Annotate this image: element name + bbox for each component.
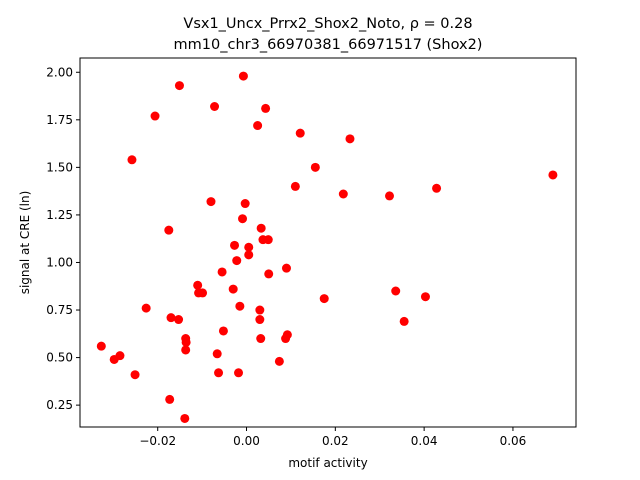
x-axis-label: motif activity: [288, 456, 367, 470]
y-tick-label: 1.50: [46, 160, 73, 174]
data-point: [232, 256, 242, 266]
data-point: [165, 394, 175, 404]
data-point: [548, 170, 558, 180]
data-point: [385, 191, 395, 201]
data-point: [244, 250, 254, 260]
data-point: [181, 337, 191, 347]
data-point: [193, 280, 203, 290]
data-point: [164, 225, 174, 235]
data-point: [420, 292, 430, 302]
data-point: [217, 267, 227, 277]
data-point: [238, 214, 248, 224]
data-point: [256, 334, 266, 344]
data-point: [264, 269, 274, 279]
data-point: [274, 356, 284, 366]
data-point: [240, 199, 250, 209]
chart-title-line2: mm10_chr3_66970381_66971517 (Shox2): [174, 37, 483, 53]
data-point: [130, 370, 140, 380]
y-tick-label: 1.25: [46, 208, 73, 222]
data-point: [432, 183, 442, 193]
x-tick-label: 0.04: [411, 434, 438, 448]
y-tick-label: 2.00: [46, 65, 73, 79]
data-point: [391, 286, 401, 296]
data-point: [281, 334, 291, 344]
data-point: [281, 263, 291, 273]
axes-frame: [79, 57, 577, 428]
y-tick-label: 1.75: [46, 113, 73, 127]
x-tick-label: 0.06: [500, 434, 527, 448]
data-point: [141, 303, 151, 313]
data-point: [319, 294, 329, 304]
data-point: [214, 368, 224, 378]
data-point: [174, 315, 184, 325]
data-point: [255, 305, 265, 315]
plot-area: [96, 71, 558, 423]
y-tick-label: 0.50: [46, 351, 73, 365]
data-point: [235, 301, 245, 311]
data-point: [261, 103, 271, 113]
x-tick-label: −0.02: [139, 434, 176, 448]
y-axis-label: signal at CRE (ln): [18, 191, 32, 295]
data-point: [150, 111, 160, 121]
data-point: [210, 102, 220, 112]
data-point: [166, 313, 176, 323]
data-point: [127, 155, 137, 165]
y-tick-label: 0.75: [46, 303, 73, 317]
x-axis-ticks: −0.02 0.00 0.02 0.04 0.06: [139, 427, 526, 448]
data-point: [238, 71, 248, 81]
data-point: [230, 240, 240, 250]
y-tick-label: 0.25: [46, 398, 73, 412]
data-point: [109, 354, 119, 364]
data-point: [228, 284, 238, 294]
data-point: [310, 162, 320, 172]
data-point: [295, 128, 305, 138]
data-point: [174, 81, 184, 91]
data-point: [253, 121, 263, 131]
chart-title-line1: Vsx1_Uncx_Prrx2_Shox2_Noto, ρ = 0.28: [183, 16, 472, 32]
y-tick-label: 1.00: [46, 255, 73, 269]
data-point: [96, 341, 106, 351]
data-point: [212, 349, 222, 359]
data-point: [263, 235, 273, 245]
y-axis-ticks: 0.25 0.50 0.75 1.00 1.25 1.50 1.75 2.00: [46, 65, 80, 412]
data-point: [180, 413, 190, 423]
data-point: [256, 223, 266, 233]
data-point: [290, 181, 300, 191]
x-tick-label: 0.02: [322, 434, 349, 448]
data-point: [206, 197, 216, 207]
data-point: [399, 316, 409, 326]
data-point: [181, 345, 191, 355]
data-point: [338, 189, 348, 199]
x-tick-label: 0.00: [233, 434, 260, 448]
data-point: [255, 315, 265, 325]
data-point: [244, 242, 254, 252]
data-point: [218, 326, 228, 336]
data-point: [234, 368, 244, 378]
data-point: [345, 134, 355, 144]
data-point: [198, 288, 208, 298]
